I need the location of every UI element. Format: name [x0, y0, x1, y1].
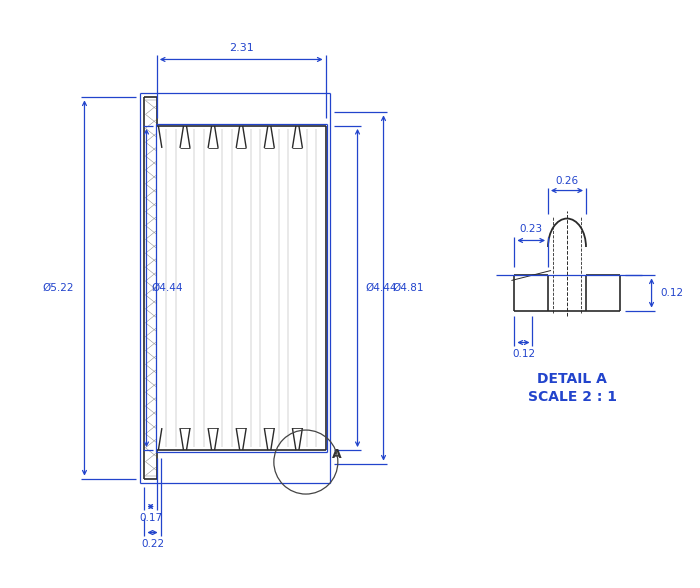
Text: 0.12: 0.12 [512, 349, 535, 359]
Text: 0.22: 0.22 [141, 539, 164, 549]
Text: Ø4.44: Ø4.44 [152, 283, 183, 293]
Text: Ø4.44: Ø4.44 [366, 283, 398, 293]
Text: 2.31: 2.31 [229, 44, 253, 54]
Text: DETAIL A: DETAIL A [537, 372, 607, 386]
Text: 0.17: 0.17 [139, 513, 162, 523]
Text: Ø4.81: Ø4.81 [393, 283, 424, 293]
Text: 0.26: 0.26 [555, 176, 579, 186]
Text: SCALE 2 : 1: SCALE 2 : 1 [528, 389, 617, 403]
Text: A: A [332, 447, 341, 460]
Text: 0.23: 0.23 [519, 225, 542, 235]
Text: 0.12: 0.12 [660, 288, 683, 298]
Text: Ø5.22: Ø5.22 [43, 283, 74, 293]
